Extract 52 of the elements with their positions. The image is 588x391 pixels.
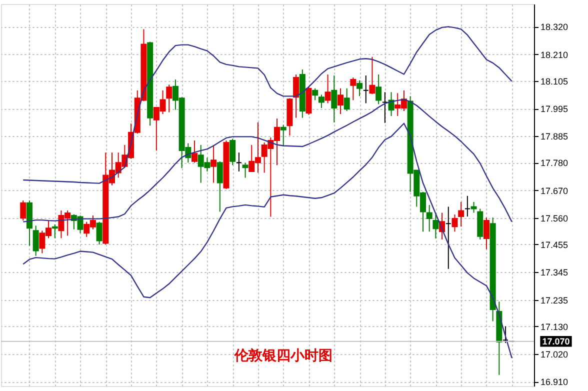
candlestick: [52, 224, 58, 239]
candlestick: [382, 92, 388, 124]
candlestick: [280, 124, 286, 147]
candlestick: [376, 74, 382, 105]
candlestick: [388, 92, 394, 117]
candlestick: [356, 80, 363, 97]
candlestick: [350, 77, 356, 101]
candlestick: [483, 217, 490, 250]
candlestick: [369, 56, 376, 95]
y-tick-label: 17.020: [540, 350, 568, 360]
candlestick: [426, 204, 432, 232]
y-tick-label: 16.910: [540, 377, 568, 388]
candlestick: [312, 88, 318, 101]
candlestick: [452, 214, 458, 232]
candlestick: [318, 94, 324, 108]
candlestick: [502, 326, 509, 344]
ref-line-label: 17.070: [542, 336, 570, 346]
candlestick: [32, 225, 39, 256]
candlestick: [242, 162, 248, 178]
candlestick: [230, 138, 236, 166]
candlestick: [293, 74, 300, 118]
y-tick-label: 17.130: [540, 322, 568, 332]
y-tick-label: 18.210: [540, 50, 568, 60]
candlestick: [324, 74, 331, 104]
y-tick-label: 17.995: [540, 104, 568, 114]
candlestick: [216, 160, 223, 212]
candlestick: [166, 84, 172, 113]
y-tick-label: 17.670: [540, 186, 568, 196]
candlestick: [464, 195, 470, 218]
candlestick: [337, 88, 344, 115]
candlestick: [470, 201, 477, 214]
candlestick: [96, 221, 102, 245]
candlestick: [344, 88, 350, 112]
y-tick-label: 17.780: [540, 158, 568, 168]
candlestick: [192, 140, 198, 164]
candlestick: [210, 144, 217, 184]
candlestick: [362, 75, 369, 104]
y-tick-label: 17.345: [540, 268, 568, 278]
text: 伦敦银四小时图: [233, 347, 332, 364]
candlestick: [445, 206, 452, 270]
candlestick: [331, 75, 338, 123]
candlestick: [458, 201, 464, 228]
candlestick: [236, 152, 242, 172]
y-tick-label: 18.320: [540, 22, 568, 32]
y-tick-label: 17.455: [540, 240, 568, 250]
candlestick: [20, 200, 26, 222]
y-tick-label: 17.885: [540, 132, 568, 142]
y-tick-label: 18.105: [540, 76, 568, 86]
y-tick-label: 17.235: [540, 295, 568, 306]
line-series: [22, 26, 512, 184]
candlestick: [432, 214, 439, 239]
y-tick-label: 17.560: [540, 214, 568, 224]
